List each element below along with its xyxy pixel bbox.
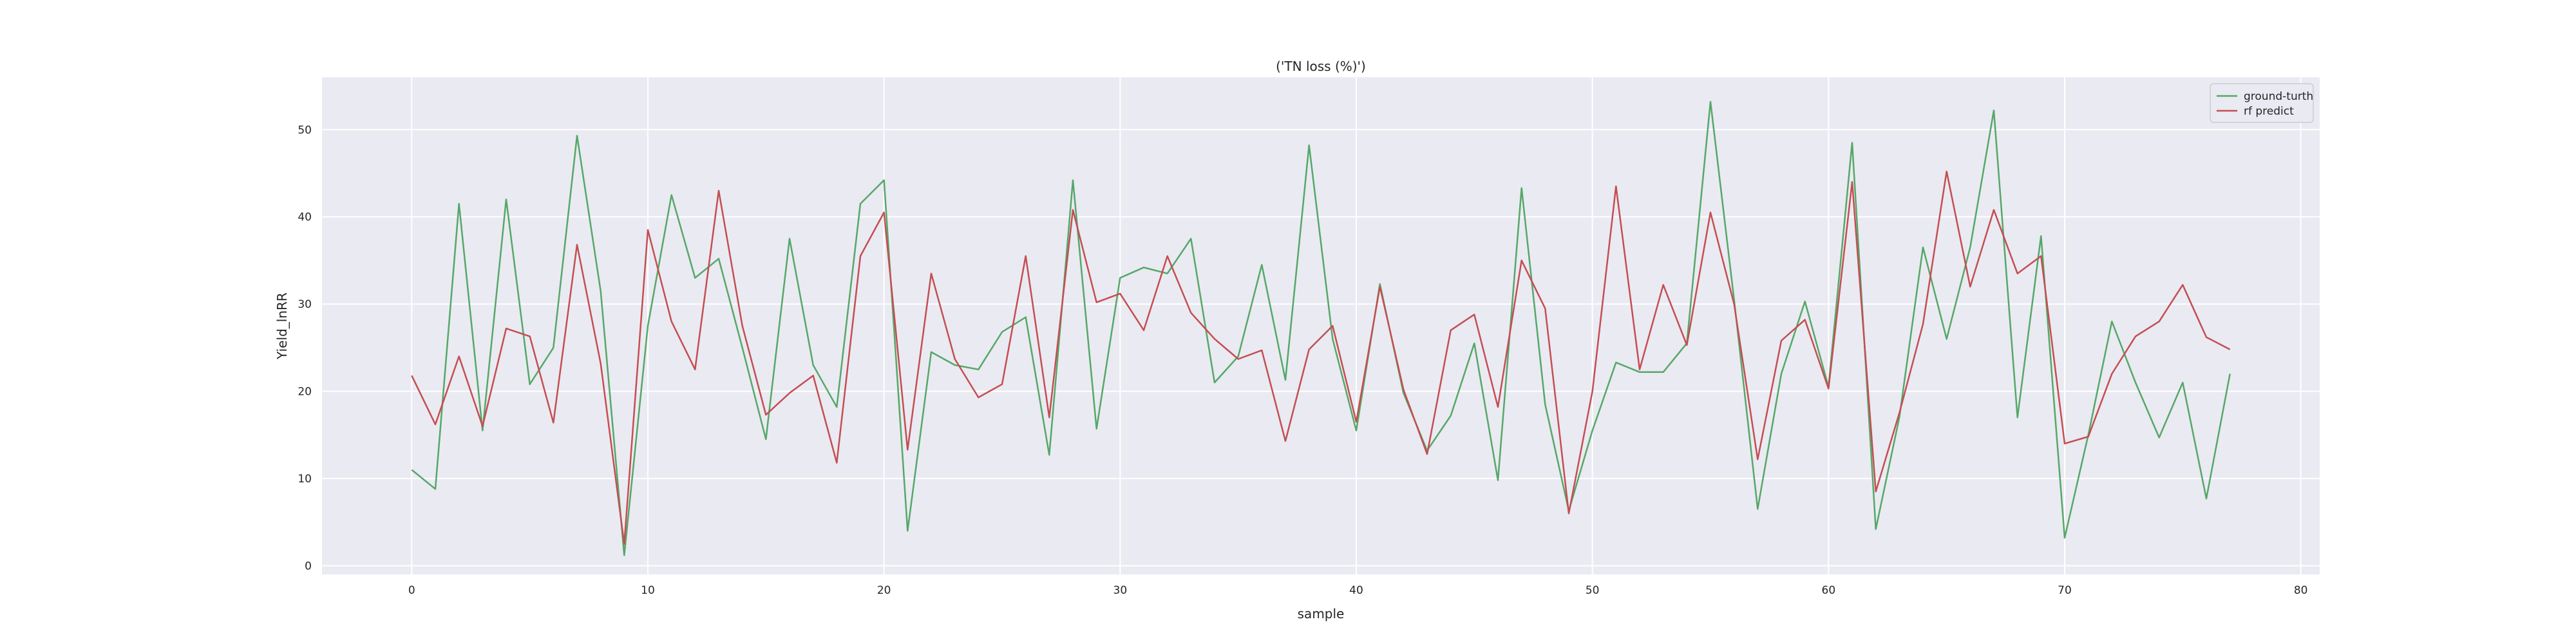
x-tick-label: 10 (641, 584, 655, 597)
plot-background (322, 77, 2320, 574)
legend: ground-turth rf predict (2210, 83, 2314, 123)
x-tick-label: 40 (1349, 584, 1363, 597)
x-tick-label: 30 (1113, 584, 1128, 597)
x-tick-label: 0 (408, 584, 415, 597)
series-line-ground-truth (411, 100, 2231, 556)
y-tick-label: 0 (305, 560, 312, 573)
y-tick-label: 30 (298, 298, 312, 311)
x-tick-label: 60 (1822, 584, 1836, 597)
y-tick-label: 50 (298, 124, 312, 137)
series-line-rf-predict (411, 171, 2231, 545)
x-tick-label: 80 (2294, 584, 2308, 597)
legend-box (2210, 83, 2314, 123)
x-tick-label: 50 (1586, 584, 1600, 597)
y-tick-label: 10 (298, 473, 312, 486)
legend-label: rf predict (2244, 105, 2294, 118)
y-tick-label: 20 (298, 386, 312, 399)
y-tick-label: 40 (298, 211, 312, 224)
x-tick-label: 70 (2058, 584, 2072, 597)
x-axis-label: sample (1298, 606, 1345, 621)
y-axis-label: Yield_lnRR (274, 292, 290, 360)
x-tick-label: 20 (877, 584, 891, 597)
legend-label: ground-turth (2244, 90, 2313, 103)
chart-title: ('TN loss (%)') (1276, 59, 1366, 74)
